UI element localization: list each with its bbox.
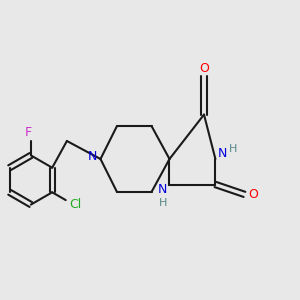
Text: N: N: [87, 149, 97, 163]
Text: Cl: Cl: [69, 198, 82, 211]
Text: H: H: [159, 197, 167, 208]
Text: N: N: [158, 183, 168, 196]
Text: F: F: [24, 126, 32, 140]
Text: O: O: [248, 188, 258, 201]
Text: N: N: [218, 147, 227, 160]
Text: O: O: [199, 61, 209, 75]
Text: H: H: [229, 144, 238, 154]
